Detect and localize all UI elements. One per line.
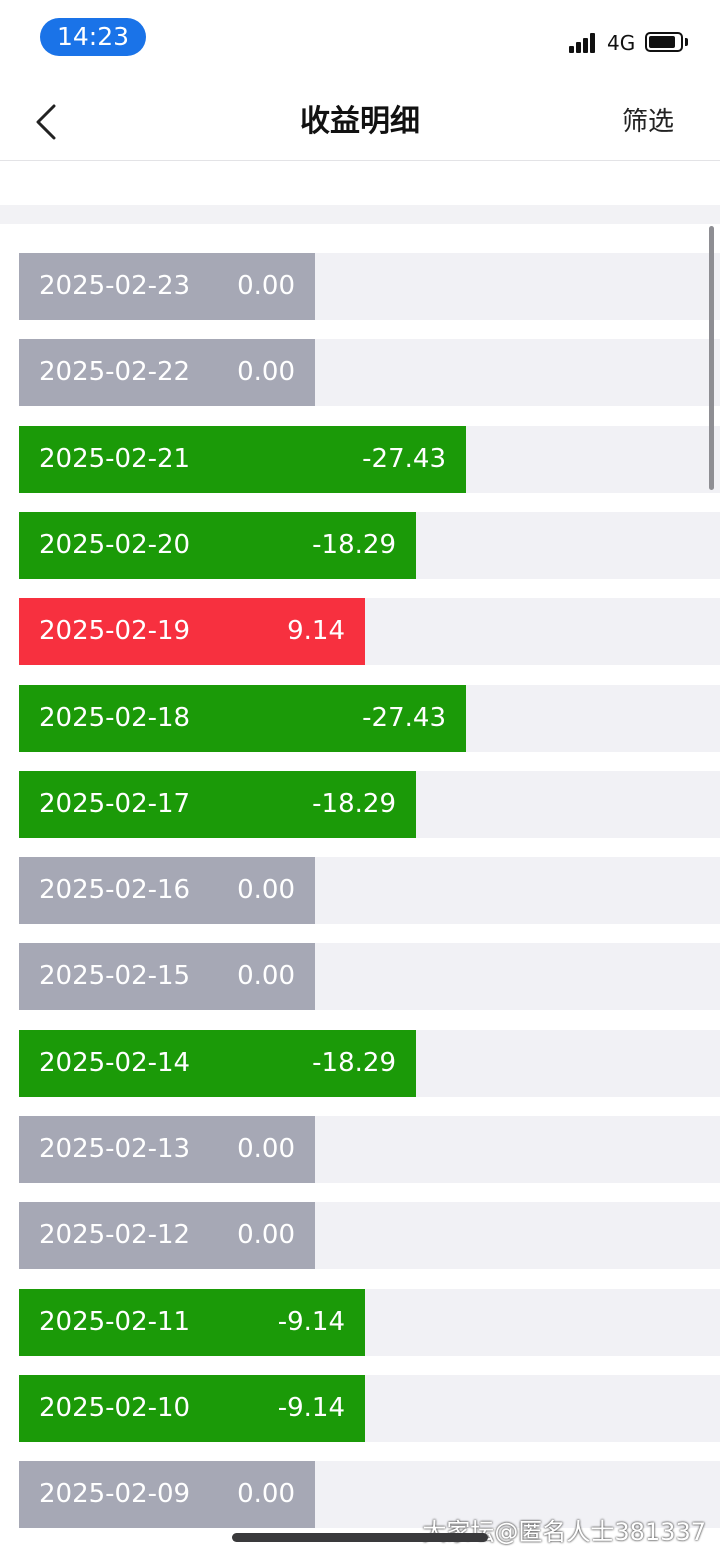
row-amount: 0.00: [237, 271, 295, 301]
scrollbar[interactable]: [709, 226, 714, 490]
row-amount: 0.00: [237, 1220, 295, 1251]
back-button[interactable]: [26, 100, 70, 144]
row-date: 2025-02-23: [39, 271, 191, 301]
row-amount: 0.00: [237, 961, 295, 992]
row-date: 2025-02-21: [39, 443, 191, 474]
income-bar: 2025-02-11 -9.14: [19, 1288, 365, 1356]
income-bar: 2025-02-17 -18.29: [19, 770, 416, 838]
row-date: 2025-02-17: [39, 788, 191, 819]
row-date: 2025-02-18: [39, 702, 191, 733]
list-item[interactable]: 2025-02-19 9.14: [19, 598, 720, 666]
income-bar: 2025-02-21 -27.43: [19, 425, 466, 493]
home-indicator[interactable]: [232, 1533, 488, 1542]
row-amount: 9.14: [287, 616, 345, 647]
row-amount: 0.00: [237, 1134, 295, 1164]
row-amount: -27.43: [362, 443, 446, 474]
list-item[interactable]: 2025-02-18 -27.43: [19, 684, 720, 752]
income-bar: 2025-02-22 0.00: [19, 339, 315, 407]
row-amount: -9.14: [277, 1392, 345, 1423]
list-item[interactable]: 2025-02-20 -18.29: [19, 511, 720, 579]
signal-icon: [569, 31, 599, 53]
income-bar: 2025-02-19 9.14: [19, 598, 365, 666]
page-title: 收益明细: [300, 104, 420, 139]
row-amount: -18.29: [312, 788, 396, 819]
row-amount: -27.43: [362, 702, 446, 733]
row-amount: -9.14: [277, 1306, 345, 1337]
row-date: 2025-02-20: [39, 529, 191, 560]
filter-button[interactable]: 筛选: [621, 107, 674, 137]
list-item[interactable]: 2025-02-17 -18.29: [19, 770, 720, 838]
income-bar: 2025-02-23 0.00: [19, 253, 315, 320]
battery-level: [649, 36, 675, 48]
row-date: 2025-02-14: [39, 1047, 191, 1078]
income-bar: 2025-02-10 -9.14: [19, 1374, 365, 1442]
row-amount: 0.00: [237, 875, 295, 906]
row-date: 2025-02-10: [39, 1392, 191, 1423]
list-item[interactable]: 2025-02-10 -9.14: [19, 1374, 720, 1442]
row-amount: 0.00: [237, 1479, 295, 1510]
row-date: 2025-02-22: [39, 357, 191, 388]
list-item[interactable]: 2025-02-09 0.00: [19, 1461, 720, 1529]
list-item[interactable]: 2025-02-12 0.00: [19, 1202, 720, 1270]
row-amount: 0.00: [237, 357, 295, 388]
list-item[interactable]: 2025-02-21 -27.43: [19, 425, 720, 493]
income-bar: 2025-02-20 -18.29: [19, 511, 416, 579]
income-bar: 2025-02-18 -27.43: [19, 684, 466, 752]
network-type: 4G: [607, 31, 636, 55]
section-divider: [0, 205, 720, 224]
income-bar: 2025-02-15 0.00: [19, 943, 315, 1011]
row-amount: -18.29: [312, 529, 396, 560]
list-item[interactable]: 2025-02-23 0.00: [19, 253, 720, 320]
status-time: 14:23: [40, 18, 146, 56]
list-item[interactable]: 2025-02-16 0.00: [19, 857, 720, 925]
battery-icon: [645, 32, 683, 52]
list-item[interactable]: 2025-02-15 0.00: [19, 943, 720, 1011]
income-bar: 2025-02-12 0.00: [19, 1202, 315, 1270]
row-date: 2025-02-09: [39, 1479, 191, 1510]
list-item[interactable]: 2025-02-13 0.00: [19, 1116, 720, 1183]
row-date: 2025-02-13: [39, 1134, 191, 1164]
income-bar: 2025-02-16 0.00: [19, 857, 315, 925]
income-bar: 2025-02-09 0.00: [19, 1461, 315, 1529]
battery-cap: [685, 38, 688, 46]
chevron-left-icon: [36, 104, 56, 140]
row-date: 2025-02-11: [39, 1306, 191, 1337]
list-item[interactable]: 2025-02-22 0.00: [19, 339, 720, 407]
nav-bar: 收益明细 筛选: [0, 82, 720, 161]
status-bar: 14:23 4G: [0, 0, 720, 80]
row-amount: -18.29: [312, 1047, 396, 1078]
income-bar: 2025-02-14 -18.29: [19, 1029, 416, 1097]
row-date: 2025-02-19: [39, 616, 191, 647]
row-date: 2025-02-15: [39, 961, 191, 992]
list-item[interactable]: 2025-02-14 -18.29: [19, 1029, 720, 1097]
income-bar: 2025-02-13 0.00: [19, 1116, 315, 1183]
list-item[interactable]: 2025-02-11 -9.14: [19, 1288, 720, 1356]
row-date: 2025-02-16: [39, 875, 191, 906]
row-date: 2025-02-12: [39, 1220, 191, 1251]
